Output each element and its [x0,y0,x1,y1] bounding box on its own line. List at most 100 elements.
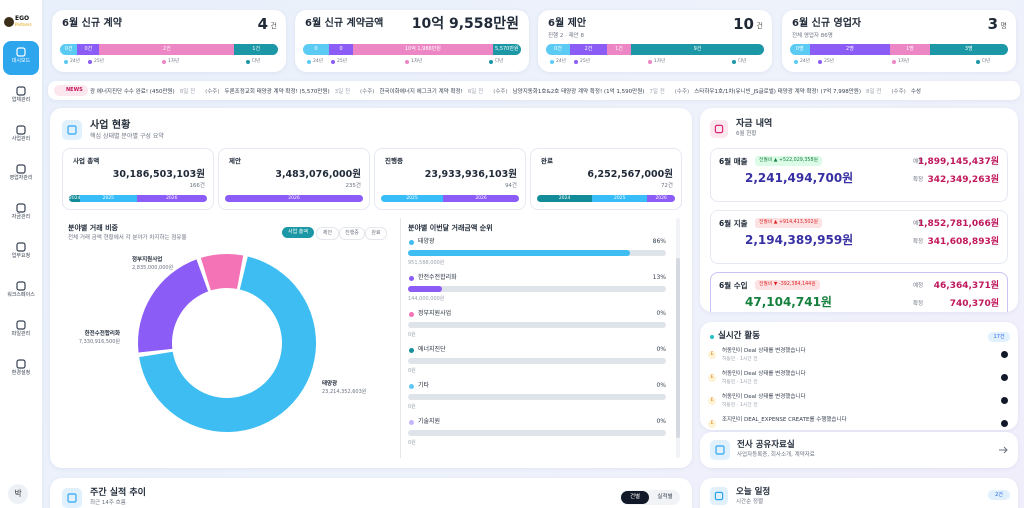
rank-name: 태양광 [418,238,435,245]
legend-dot [64,60,68,64]
news-bar: NEWS 광 에너지진단 수수 완료! (450만원) 8일 전 (수주) 두론조정교회… [48,81,1020,100]
count-badge-text: 17건 [993,333,1005,340]
section-subtitle: 최근 14주 흐름 [90,500,126,506]
icon [62,120,82,140]
finance-planned-label: 예정 [913,283,924,289]
business-card: 사업 현황 핵심 상태별 분야별 구성 요약 사업 총액 30,186,503,103… [50,108,692,468]
stat-segment: 2025 [80,195,137,202]
nav-item[interactable]: 업무요청 [11,253,31,259]
nav-glyph [16,203,26,213]
nav-item[interactable]: 사업관리 [11,136,31,142]
legend-dot [489,60,493,64]
stat-bar: 2025 2026 [381,195,519,202]
tab-label[interactable]: 사업 총액 [288,229,308,235]
legend-dot [405,60,409,64]
tab-label[interactable]: 실적별 [657,494,673,500]
legend-dot [246,60,250,64]
nav-glyph [16,47,26,57]
icon-bg [62,120,82,140]
nav-item[interactable]: 자금관리 [11,214,31,220]
activity-action[interactable] [1001,420,1008,427]
nav-glyph [16,320,26,330]
tab-label[interactable]: 제안 [322,230,333,236]
nav-icon [16,203,26,213]
nav-icon [16,125,26,135]
kpi-segment: 0 [329,44,354,55]
rank-amount: 0원 [408,368,416,374]
finance-item: 6월 수입 전월비 ▼ -392,384,144원 47,104,741원 예정 46,… [710,272,1008,312]
finance-badge: 전월비 ▲ +914,413,502원 [755,218,822,228]
tab-label[interactable]: 건별 [629,494,641,500]
kpi-title: 6월 제안 [548,18,587,29]
kpi-card: 6월 신규 계약 4 건 0건 0건 2건 1건 24년 25년 1차년 다년 [52,10,286,72]
news-text: 수성 [910,88,921,95]
nav-item[interactable]: 대시보드 [11,58,31,64]
tab[interactable]: 사업 총액 [282,227,314,238]
nav-item[interactable]: 파일관리 [11,331,31,337]
library-card[interactable]: 전사 공유자료실 사업자등록증, 회사소개, 계약자료 [700,432,1018,468]
tab[interactable]: 실적별 [651,491,679,504]
news-item[interactable]: (수주) 남양지동화1호&2호 태양광 계약 확정! (1억 1,590만원) 7일… [493,87,665,95]
rank-dot [409,384,414,389]
kpi-bar: 0건 0건 2건 1건 [60,44,278,55]
news-text: 광 에너지진단 수수 완료! (450만원) [90,88,175,95]
activity-action[interactable] [1001,351,1008,358]
tab[interactable]: 건별 [621,491,649,504]
stat-segment: 2025 [592,195,648,202]
news-item[interactable]: (수주) 두론조정교회 태양광 계약 확정! (5,570만원) 3일 전 [205,87,350,95]
finance-planned-label: 예정 [913,221,924,227]
nav-item[interactable]: 영업자관리 [9,175,33,181]
legend-dot [794,60,798,64]
icon-bg [710,487,728,505]
legend-dot [732,60,736,64]
kpi-segment: 10억 1,988만원 [353,44,493,55]
finance-confirmed-label: 확정 [913,177,924,183]
icon-bg [710,440,730,460]
donut-segment [200,254,244,291]
stat-count: 72건 [660,183,673,189]
news-item[interactable]: (수주) 스타하우1호/1차(유니빈_JS글로벌) 태양광 계약 확정! (7억 … [675,87,882,95]
donut-label: 태양광 [322,381,338,387]
tab-label[interactable]: 진행중 [345,230,359,236]
legend-label: 다년 [495,58,504,64]
legend-dot [550,60,554,64]
nav-item[interactable]: 업체관리 [11,97,31,103]
tab[interactable]: 완료 [365,227,387,240]
tab[interactable]: 제안 [316,227,339,240]
section-title: 주간 실적 추이 [90,488,146,498]
news-item[interactable]: (수주) 한국이화에너지 에그크기 계약 확정! 6일 전 [360,87,483,95]
legend-label: 24년 [70,58,80,64]
tab[interactable]: 진행중 [339,227,365,240]
stat-amount: 30,186,503,103원 [112,169,205,180]
news-item[interactable]: (수주) 수성 [891,87,921,95]
legend-label: 다년 [738,58,747,64]
stat-segment: 2026 [647,195,675,202]
activity-icon-text: E [710,375,714,380]
finance-badge-text: 전월비 ▲ +914,413,502원 [759,220,818,225]
nav-glyph [16,125,26,135]
stat-bar: 2026 [225,195,363,202]
legend-label: 25년 [94,58,104,64]
finance-amount: 2,241,494,700원 [745,171,854,185]
nav-item[interactable]: 환경설정 [11,370,31,376]
kpi-segment: 9건 [630,44,764,55]
finance-confirmed: 342,349,263원 [927,175,999,185]
icon [710,440,730,460]
rank-bar [408,250,630,256]
kpi-bar: 0건 2건 1건 9건 [546,44,764,55]
kpi-value: 10억 9,558만원 [411,16,519,32]
divider [400,218,401,458]
news-item[interactable]: 광 에너지진단 수수 완료! (450만원) 8일 전 [90,87,195,95]
tab-label[interactable]: 완료 [371,230,381,236]
donut-amount: 23,214,352,603원 [322,389,367,395]
activity-action[interactable] [1001,374,1008,381]
kpi-segment: 2건 [99,44,235,55]
kpi-segment: 3명 [929,44,1008,55]
icon-glyph [67,493,77,503]
logo-subtext: Partners [15,22,32,27]
activity-action[interactable] [1001,397,1008,404]
legend-dot [976,60,980,64]
news-tag: (수주) [205,88,220,95]
nav-item[interactable]: 워크스페이스 [7,292,35,298]
sidebar: EGO Partners 대시보드 업체관리 사업관리 영업자관리 자금관리 업무요청 워크스페… [0,0,42,508]
